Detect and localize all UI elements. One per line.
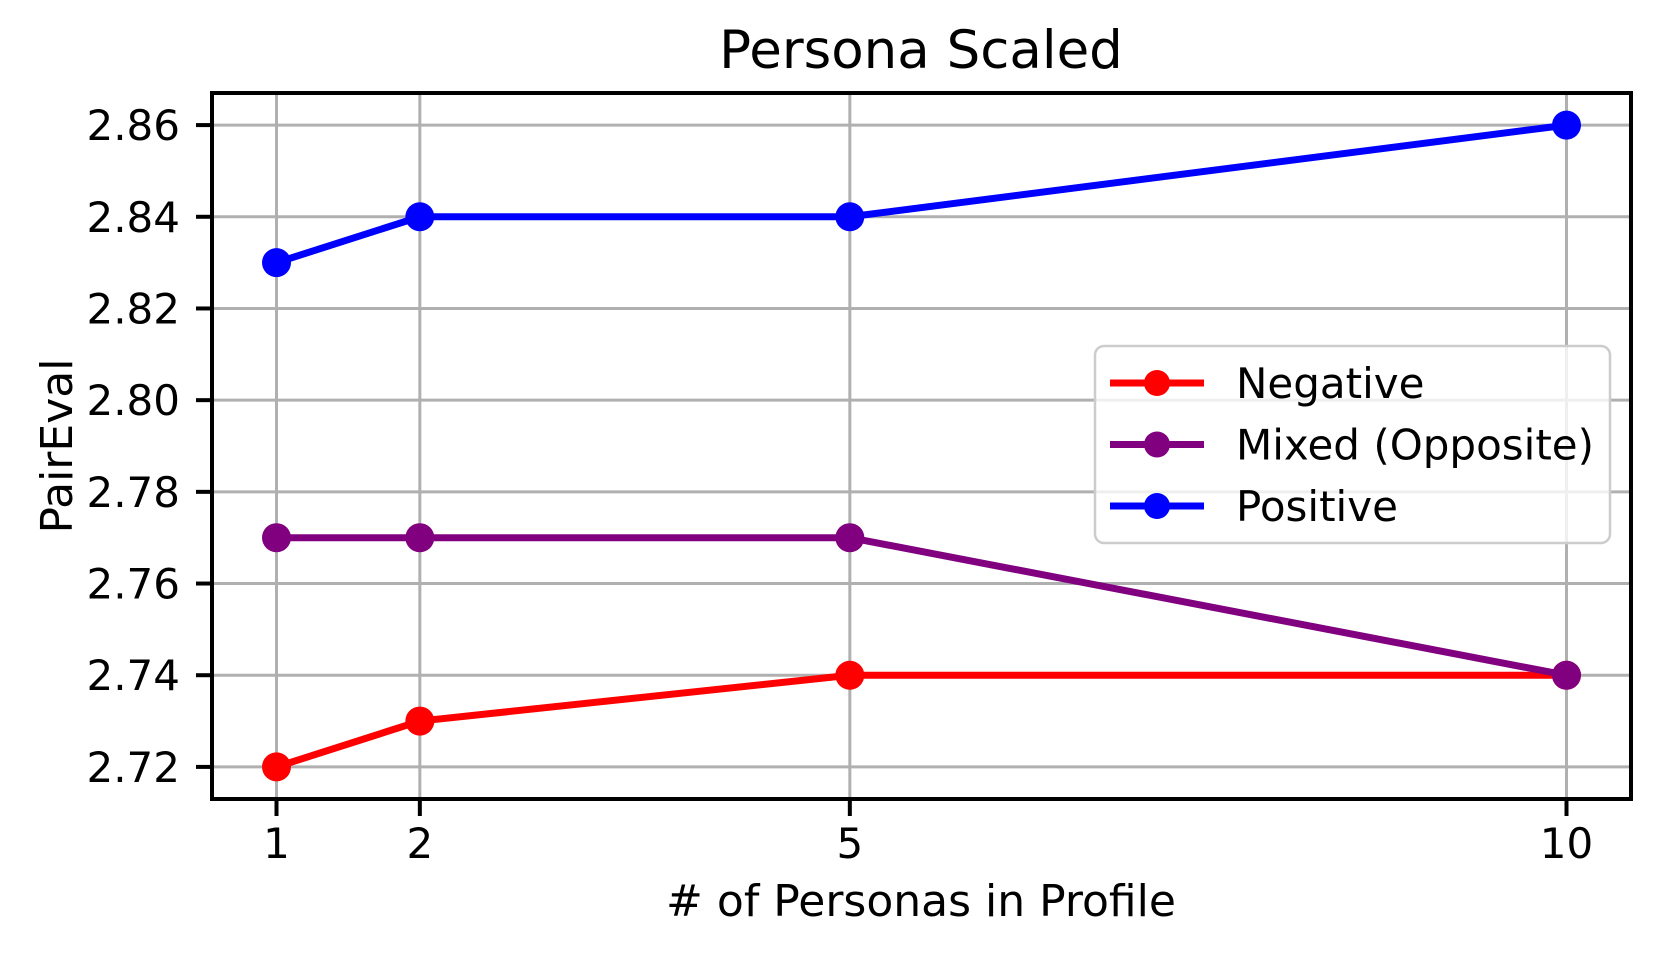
negative-line <box>275 671 1567 771</box>
positive-marker <box>405 202 435 232</box>
mixed-opposite-marker <box>835 523 865 553</box>
axis-ticks <box>196 123 1569 816</box>
positive-marker <box>1552 110 1581 140</box>
x-tick-label: 1 <box>263 819 290 868</box>
legend-label-mixed-opposite: Mixed (Opposite) <box>1236 421 1594 470</box>
x-tick-label: 5 <box>836 819 863 868</box>
legend-marker-negative <box>1144 370 1170 396</box>
legend-box <box>1093 344 1612 545</box>
positive-marker <box>262 248 291 278</box>
positive-line <box>275 121 1567 266</box>
plot-border <box>210 91 1633 801</box>
x-axis-label: # of Personas in Profile <box>666 876 1176 927</box>
legend-label-negative: Negative <box>1236 359 1425 408</box>
y-tick-label: 2.82 <box>86 284 180 333</box>
series-layer <box>262 110 1581 782</box>
y-tick-label: 2.80 <box>86 376 180 425</box>
negative-marker <box>405 706 435 736</box>
tick-labels: 2.72 2.74 2.76 2.78 2.80 2.82 2.84 2.86 1 2 5 10 <box>86 101 1593 868</box>
mixed-opposite-marker <box>405 523 435 553</box>
y-axis-label: PairEval <box>32 359 83 534</box>
mixed-opposite-marker <box>262 523 291 553</box>
y-tick-label: 2.74 <box>86 651 180 700</box>
y-tick-label: 2.84 <box>86 193 180 242</box>
mixed-opposite-marker <box>1552 660 1581 690</box>
y-tick-label: 2.78 <box>86 468 180 517</box>
legend-label-positive: Positive <box>1236 482 1398 531</box>
positive-marker <box>835 202 865 232</box>
legend-marker-mixed-opposite <box>1144 431 1170 458</box>
legend: Negative Mixed (Opposite) Positive <box>1093 344 1612 545</box>
y-tick-label: 2.86 <box>86 101 180 150</box>
negative-marker <box>835 660 865 690</box>
mixed-opposite-line <box>276 534 1568 679</box>
x-tick-label: 10 <box>1540 819 1593 868</box>
legend-marker-positive <box>1144 493 1170 519</box>
y-tick-label: 2.72 <box>86 743 180 792</box>
axes-spines <box>210 91 1633 801</box>
chart-title: Persona Scaled <box>719 20 1123 81</box>
y-tick-label: 2.76 <box>86 560 180 609</box>
x-tick-label: 2 <box>406 819 433 868</box>
negative-marker <box>262 752 291 782</box>
